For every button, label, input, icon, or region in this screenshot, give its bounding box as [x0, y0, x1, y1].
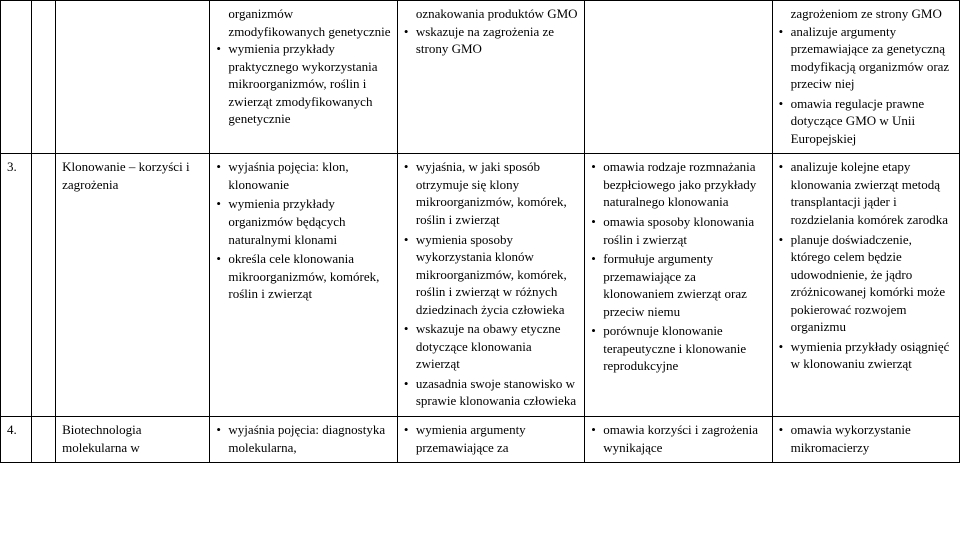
- list-item: uzasadnia swoje stanowisko w sprawie klo…: [404, 375, 578, 410]
- row-number: 4.: [1, 417, 32, 463]
- col-3: omawia rodzaje rozmnażania bezpłciowego …: [585, 154, 772, 417]
- col-1: wyjaśnia pojęcia: diagnostyka molekularn…: [210, 417, 397, 463]
- bullet-list: omawia rodzaje rozmnażania bezpłciowego …: [591, 158, 765, 375]
- table-row: 3. Klonowanie – korzyści i zagrożenia wy…: [1, 154, 960, 417]
- col-4: zagrożeniom ze strony GMO analizuje argu…: [772, 1, 959, 154]
- list-item: formułuje argumenty przemawiające za klo…: [591, 250, 765, 320]
- row-number: [1, 1, 32, 154]
- list-item: wymienia przykłady organizmów będących n…: [216, 195, 390, 248]
- list-item: analizuje argumenty przemawiające za gen…: [779, 23, 953, 93]
- bullet-list: analizuje kolejne etapy klonowania zwier…: [779, 158, 953, 373]
- col-4: omawia wykorzystanie mikromacierzy: [772, 417, 959, 463]
- continuation-text: organizmów zmodyfikowanych genetycznie: [216, 5, 390, 40]
- topic-title: Klonowanie – korzyści i zagrożenia: [56, 154, 210, 417]
- continuation-text: oznakowania produktów GMO: [404, 5, 578, 23]
- blank-cell: [31, 1, 55, 154]
- list-item: omawia korzyści i zagrożenia wynikające: [591, 421, 765, 456]
- row-number: 3.: [1, 154, 32, 417]
- col-2: oznakowania produktów GMO wskazuje na za…: [397, 1, 584, 154]
- col-4: analizuje kolejne etapy klonowania zwier…: [772, 154, 959, 417]
- list-item: określa cele klonowania mikroorganizmów,…: [216, 250, 390, 303]
- topic-title: Biotechnologia molekularna w: [56, 417, 210, 463]
- curriculum-table: organizmów zmodyfikowanych genetycznie w…: [0, 0, 960, 463]
- table-row: organizmów zmodyfikowanych genetycznie w…: [1, 1, 960, 154]
- topic-title: [56, 1, 210, 154]
- list-item: analizuje kolejne etapy klonowania zwier…: [779, 158, 953, 228]
- table-row: 4. Biotechnologia molekularna w wyjaśnia…: [1, 417, 960, 463]
- col-2: wyjaśnia, w jaki sposób otrzymuje się kl…: [397, 154, 584, 417]
- bullet-list: wyjaśnia, w jaki sposób otrzymuje się kl…: [404, 158, 578, 410]
- bullet-list: omawia korzyści i zagrożenia wynikające: [591, 421, 765, 456]
- continuation-text: zagrożeniom ze strony GMO: [779, 5, 953, 23]
- list-item: wskazuje na obawy etyczne dotyczące klon…: [404, 320, 578, 373]
- bullet-list: wyjaśnia pojęcia: diagnostyka molekularn…: [216, 421, 390, 456]
- list-item: wymienia przykłady osiągnięć w klonowani…: [779, 338, 953, 373]
- list-item: omawia sposoby klonowania roślin i zwier…: [591, 213, 765, 248]
- col-3: [585, 1, 772, 154]
- list-item: porównuje klonowanie terapeutyczne i klo…: [591, 322, 765, 375]
- col-3: omawia korzyści i zagrożenia wynikające: [585, 417, 772, 463]
- list-item: wskazuje na zagrożenia ze strony GMO: [404, 23, 578, 58]
- list-item: planuje doświadczenie, którego celem będ…: [779, 231, 953, 336]
- list-item: wyjaśnia pojęcia: diagnostyka molekularn…: [216, 421, 390, 456]
- blank-cell: [31, 154, 55, 417]
- list-item: wymienia sposoby wykorzystania klonów mi…: [404, 231, 578, 319]
- list-item: wyjaśnia pojęcia: klon, klonowanie: [216, 158, 390, 193]
- bullet-list: wskazuje na zagrożenia ze strony GMO: [404, 23, 578, 58]
- list-item: wymienia argumenty przemawiające za: [404, 421, 578, 456]
- col-1: organizmów zmodyfikowanych genetycznie w…: [210, 1, 397, 154]
- blank-cell: [31, 417, 55, 463]
- list-item: wymienia przykłady praktycznego wykorzys…: [216, 40, 390, 128]
- list-item: omawia wykorzystanie mikromacierzy: [779, 421, 953, 456]
- bullet-list: wyjaśnia pojęcia: klon, klonowanie wymie…: [216, 158, 390, 302]
- bullet-list: omawia wykorzystanie mikromacierzy: [779, 421, 953, 456]
- col-2: wymienia argumenty przemawiające za: [397, 417, 584, 463]
- list-item: omawia regulacje prawne dotyczące GMO w …: [779, 95, 953, 148]
- list-item: wyjaśnia, w jaki sposób otrzymuje się kl…: [404, 158, 578, 228]
- list-item: omawia rodzaje rozmnażania bezpłciowego …: [591, 158, 765, 211]
- bullet-list: analizuje argumenty przemawiające za gen…: [779, 23, 953, 148]
- bullet-list: wymienia przykłady praktycznego wykorzys…: [216, 40, 390, 128]
- col-1: wyjaśnia pojęcia: klon, klonowanie wymie…: [210, 154, 397, 417]
- bullet-list: wymienia argumenty przemawiające za: [404, 421, 578, 456]
